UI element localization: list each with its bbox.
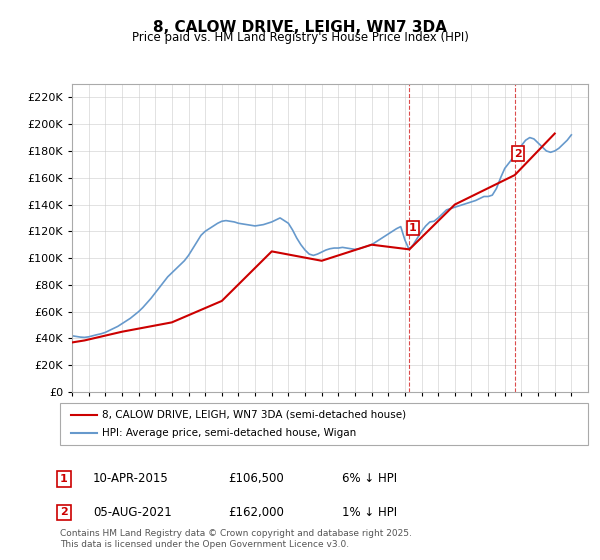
Text: 2: 2 — [60, 507, 68, 517]
Text: 1% ↓ HPI: 1% ↓ HPI — [342, 506, 397, 519]
Text: 1: 1 — [60, 474, 68, 484]
Text: 6% ↓ HPI: 6% ↓ HPI — [342, 472, 397, 486]
Text: 8, CALOW DRIVE, LEIGH, WN7 3DA: 8, CALOW DRIVE, LEIGH, WN7 3DA — [153, 20, 447, 35]
Text: Price paid vs. HM Land Registry's House Price Index (HPI): Price paid vs. HM Land Registry's House … — [131, 31, 469, 44]
Text: 8, CALOW DRIVE, LEIGH, WN7 3DA (semi-detached house): 8, CALOW DRIVE, LEIGH, WN7 3DA (semi-det… — [102, 410, 406, 420]
Text: £106,500: £106,500 — [228, 472, 284, 486]
Text: 10-APR-2015: 10-APR-2015 — [93, 472, 169, 486]
Text: 2: 2 — [514, 148, 522, 158]
Text: 1: 1 — [409, 223, 416, 233]
Text: Contains HM Land Registry data © Crown copyright and database right 2025.
This d: Contains HM Land Registry data © Crown c… — [60, 529, 412, 549]
Text: HPI: Average price, semi-detached house, Wigan: HPI: Average price, semi-detached house,… — [102, 428, 356, 438]
FancyBboxPatch shape — [60, 403, 588, 445]
Text: £162,000: £162,000 — [228, 506, 284, 519]
Text: 05-AUG-2021: 05-AUG-2021 — [93, 506, 172, 519]
